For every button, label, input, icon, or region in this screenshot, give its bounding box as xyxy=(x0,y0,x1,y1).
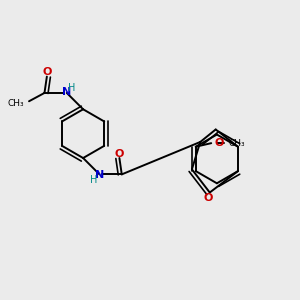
Text: H: H xyxy=(68,82,76,93)
Text: N: N xyxy=(95,170,104,180)
Text: CH₃: CH₃ xyxy=(7,98,24,107)
Text: O: O xyxy=(204,193,213,203)
Text: N: N xyxy=(62,87,71,97)
Text: O: O xyxy=(43,68,52,77)
Text: CH₃: CH₃ xyxy=(229,139,245,148)
Text: O: O xyxy=(114,149,124,159)
Text: H: H xyxy=(90,175,98,185)
Text: O: O xyxy=(215,138,224,148)
